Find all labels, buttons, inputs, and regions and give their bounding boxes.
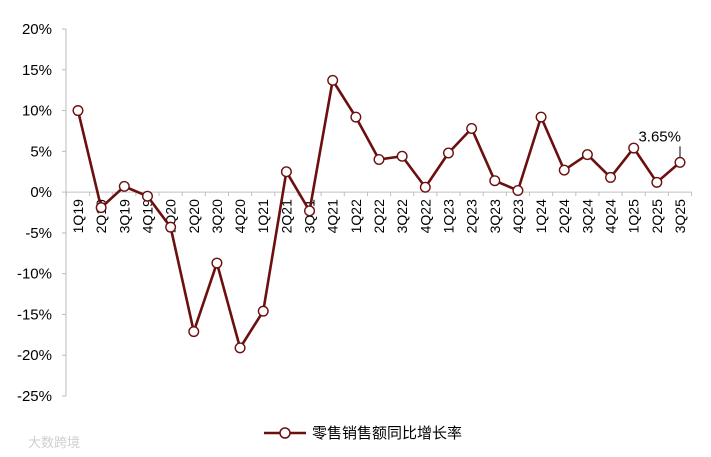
data-point	[280, 166, 292, 178]
y-tick-label: -10%	[17, 266, 52, 283]
data-point	[165, 221, 177, 233]
legend-label: 零售销售额同比增长率	[312, 425, 462, 442]
annotation-label: 3.65%	[638, 128, 681, 145]
y-tick-label: 10%	[22, 103, 52, 120]
x-tick-label: 2Q24	[556, 199, 572, 233]
x-tick-label: 3Q23	[487, 199, 503, 233]
x-tick-label: 1Q24	[533, 199, 549, 233]
data-point	[257, 305, 269, 317]
x-tick-label: 1Q19	[70, 199, 86, 233]
x-tick-label: 2Q25	[649, 199, 665, 233]
watermark-text: 大数跨境	[28, 435, 80, 450]
y-tick-label: -5%	[25, 225, 52, 242]
data-point	[188, 326, 200, 338]
x-tick-label: 2Q20	[186, 199, 202, 233]
x-tick-label: 4Q24	[603, 199, 619, 233]
x-tick-label: 1Q22	[348, 199, 364, 233]
x-tick-label: 3Q19	[116, 199, 132, 233]
legend-marker-swatch	[279, 427, 291, 439]
annotations: 3.65%	[638, 128, 681, 158]
data-point	[373, 153, 385, 165]
data-point	[72, 105, 84, 117]
data-point	[535, 111, 547, 123]
data-point	[512, 184, 524, 196]
data-point	[605, 171, 617, 183]
series-markers	[72, 74, 686, 354]
data-point	[304, 205, 316, 217]
data-point	[141, 190, 153, 202]
y-tick-label: -15%	[17, 306, 52, 323]
x-tick-label: 2Q23	[464, 199, 480, 233]
x-tick-label: 4Q23	[510, 199, 526, 233]
x-axis: 1Q19 2Q19 3Q19 4Q19 1Q20 2Q20 3Q20 4Q20 1Q21 2Q21…	[65, 192, 693, 233]
x-tick-label: 4Q20	[232, 199, 248, 233]
x-tick-label: 3Q24	[579, 199, 595, 233]
x-tick-label: 4Q21	[325, 199, 341, 233]
y-tick-label: -20%	[17, 347, 52, 364]
x-tick-label: 1Q21	[255, 199, 271, 233]
y-tick-label: 5%	[30, 143, 52, 160]
data-point	[489, 175, 501, 187]
x-tick-label: 4Q19	[139, 199, 155, 233]
data-point	[95, 202, 107, 214]
data-point	[419, 181, 431, 193]
data-point	[234, 342, 246, 354]
data-point	[674, 156, 686, 168]
data-point	[396, 150, 408, 162]
x-tick-label: 2Q21	[278, 199, 294, 233]
x-tick-label: 3Q20	[209, 199, 225, 233]
y-tick-label: 15%	[22, 62, 52, 79]
data-point	[581, 149, 593, 161]
data-point	[327, 74, 339, 86]
x-tick-label: 1Q25	[626, 199, 642, 233]
x-tick-label: 4Q22	[417, 199, 433, 233]
x-tick-label: 3Q25	[672, 199, 688, 233]
y-axis: 20% 15% 10% 5% 0% -5% -10% -15% -20% -25%	[17, 21, 66, 405]
legend: 零售销售额同比增长率	[264, 425, 462, 442]
data-point	[628, 142, 640, 154]
data-point	[466, 122, 478, 134]
watermark: 大数跨境	[28, 435, 80, 450]
y-tick-label: 20%	[22, 21, 52, 38]
data-point	[442, 147, 454, 159]
x-tick-label: 3Q22	[394, 199, 410, 233]
data-point	[350, 111, 362, 123]
data-point	[211, 257, 223, 269]
data-point	[558, 164, 570, 176]
data-point	[651, 176, 663, 188]
data-point	[118, 180, 130, 192]
x-tick-label: 2Q22	[371, 199, 387, 233]
y-tick-label: -25%	[17, 388, 52, 405]
x-tick-label: 1Q23	[440, 199, 456, 233]
y-tick-label: 0%	[30, 184, 52, 201]
